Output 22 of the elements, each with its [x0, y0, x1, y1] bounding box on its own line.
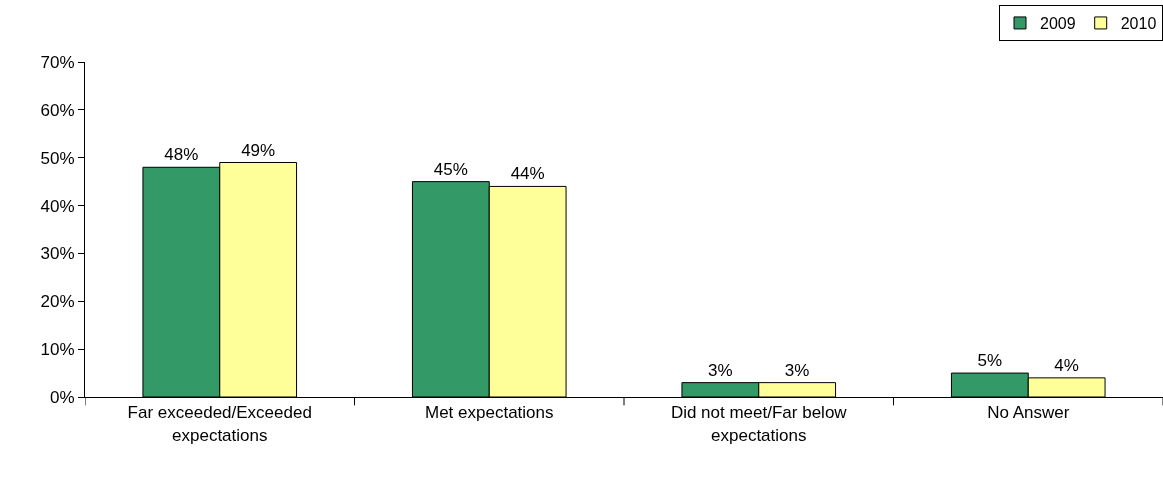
data-label: 48%	[164, 145, 199, 165]
y-tick-label: 0%	[50, 387, 75, 407]
x-tick-label: Did not meet/Far below expectations	[670, 403, 848, 445]
y-tick-label: 50%	[40, 148, 75, 168]
data-label: 45%	[433, 159, 468, 179]
x-tick-label: Met expectations	[424, 403, 554, 423]
x-tick-label: Far exceeded/Exceeded expectations	[127, 403, 312, 445]
legend-label: 2009	[1040, 15, 1076, 33]
y-tick-label: 40%	[40, 196, 75, 216]
data-label: 5%	[977, 351, 1003, 371]
data-label: 3%	[784, 360, 810, 380]
data-label: 4%	[1054, 355, 1079, 375]
x-tick-label: No Answer	[987, 403, 1070, 423]
y-tick-label: 20%	[40, 292, 75, 312]
y-tick-label: 30%	[40, 244, 75, 264]
y-tick-label: 70%	[40, 52, 75, 72]
y-tick-label: 60%	[40, 100, 75, 120]
y-tick-label: 10%	[40, 340, 75, 360]
data-label: 49%	[241, 140, 276, 160]
data-label: 3%	[708, 360, 733, 380]
data-label: 44%	[510, 164, 545, 184]
legend-label: 2010	[1120, 15, 1157, 33]
